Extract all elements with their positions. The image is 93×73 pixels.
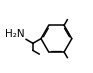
Text: H₂N: H₂N bbox=[5, 29, 25, 39]
